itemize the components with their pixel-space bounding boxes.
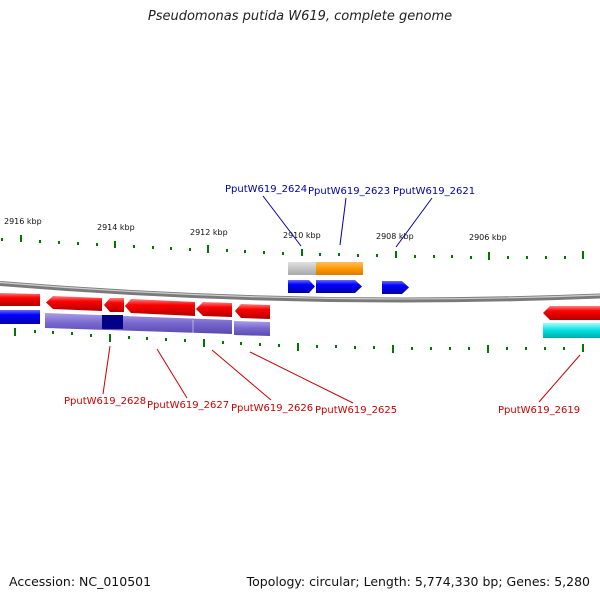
gene-arrow-forward <box>316 280 362 293</box>
feature-darkblue <box>102 315 123 329</box>
gene-arrow-reverse <box>543 306 600 320</box>
gene-label-PputW619_2621: PputW619_2621 <box>393 186 475 197</box>
scale-label: 2916 kbp <box>4 217 42 226</box>
feature-track-top <box>288 262 363 275</box>
scale-label: 2910 kbp <box>283 231 321 240</box>
gene-arrow-forward <box>382 281 409 294</box>
gene-labels-top: PputW619_2624 PputW619_2623 PputW619_262… <box>225 184 475 197</box>
genome-summary-text: Topology: circular; Length: 5,774,330 bp… <box>246 574 590 589</box>
gene-arrow-reverse <box>104 298 124 312</box>
scale-ticks-bottom <box>34 330 565 350</box>
gene-leaders-top <box>262 195 433 248</box>
feature-purple <box>234 321 270 336</box>
scale-label: 2914 kbp <box>97 223 135 232</box>
gene-arrow-reverse <box>46 296 102 311</box>
scale-major-ticks-top <box>20 235 584 260</box>
genome-backbone <box>0 281 600 303</box>
gene-arrow-forward <box>288 280 315 293</box>
feature-cyan <box>543 323 600 338</box>
feature-purple <box>45 313 232 334</box>
gene-label-PputW619_2624: PputW619_2624 <box>225 184 307 195</box>
scale-labels: 2916 kbp 2914 kbp 2912 kbp 2910 kbp 2908… <box>4 217 507 242</box>
gene-leaders-bottom <box>102 345 581 404</box>
gene-arrow-reverse <box>196 302 232 317</box>
gene-label-PputW619_2627: PputW619_2627 <box>147 400 229 411</box>
scale-major-ticks-bottom <box>14 328 584 353</box>
gene-arrow-reverse <box>0 293 40 306</box>
gene-arrow-reverse <box>125 299 195 316</box>
page-title: Pseudomonas putida W619, complete genome <box>147 9 453 24</box>
feature-orange <box>316 262 363 275</box>
reverse-strand-genes <box>0 293 600 320</box>
feature-blue <box>0 310 40 324</box>
feature-grey <box>288 262 318 275</box>
scale-label: 2906 kbp <box>469 233 507 242</box>
gene-label-PputW619_2628: PputW619_2628 <box>64 396 146 407</box>
accession-text: Accession: NC_010501 <box>9 574 152 589</box>
gene-labels-bottom: PputW619_2628 PputW619_2627 PputW619_262… <box>64 396 580 416</box>
forward-strand-genes <box>288 280 409 294</box>
gene-label-PputW619_2619: PputW619_2619 <box>498 405 580 416</box>
gene-label-PputW619_2623: PputW619_2623 <box>308 186 390 197</box>
gene-arrow-reverse <box>235 304 270 319</box>
feature-track-bottom <box>0 310 600 338</box>
scale-label: 2912 kbp <box>190 228 228 237</box>
scale-label: 2908 kbp <box>376 232 414 241</box>
scale-ticks-top <box>1 238 566 259</box>
gene-label-PputW619_2625: PputW619_2625 <box>315 405 397 416</box>
gene-label-PputW619_2626: PputW619_2626 <box>231 403 313 414</box>
